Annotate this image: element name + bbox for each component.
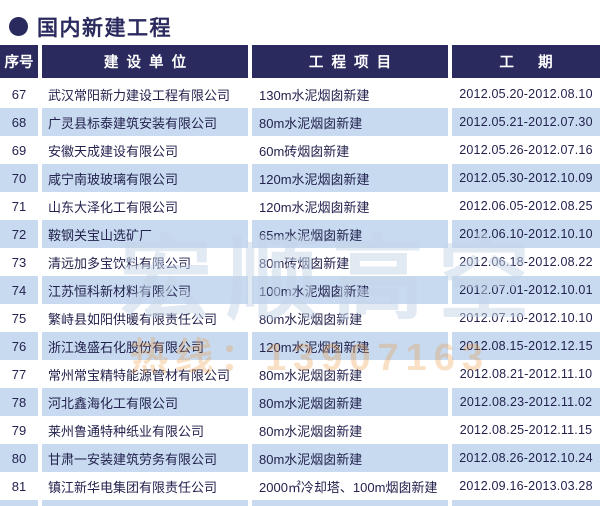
cell-project: 2000㎡冷却塔、100m烟囱新建 — [252, 472, 448, 500]
cell-period — [452, 500, 600, 506]
cell-period: 2012.08.25-2012.11.15 — [452, 416, 600, 444]
cell-project: 80m水泥烟囱新建 — [252, 444, 448, 472]
cell-project: 120m水泥烟囱新建 — [252, 332, 448, 360]
cell-company: 山东大泽化工有限公司 — [42, 192, 248, 220]
cell-company: 安徽天成建设有限公司 — [42, 136, 248, 164]
cell-no: 68 — [0, 108, 38, 136]
cell-company: 咸宁南玻玻璃有限公司 — [42, 164, 248, 192]
cell-company: 鞍钢关宝山选矿厂 — [42, 220, 248, 248]
header-cell-period: 工 期 — [452, 45, 600, 78]
cell-no: 67 — [0, 80, 38, 108]
header-cell-no: 序号 — [0, 45, 38, 78]
cell-period: 2012.08.15-2012.12.15 — [452, 332, 600, 360]
table-row: 80 甘肃一安装建筑劳务有限公司 80m水泥烟囱新建 2012.08.26-2012.… — [0, 444, 600, 472]
cell-no: 75 — [0, 304, 38, 332]
cell-project: 130m水泥烟囱新建 — [252, 80, 448, 108]
cell-no: 74 — [0, 276, 38, 304]
cell-period: 2012.07.01-2012.10.01 — [452, 276, 600, 304]
cell-no: 77 — [0, 360, 38, 388]
cell-no — [0, 500, 38, 506]
table-row: 70 咸宁南玻玻璃有限公司 120m水泥烟囱新建 2012.05.30-2012.10… — [0, 164, 600, 192]
cell-no: 79 — [0, 416, 38, 444]
cell-company: 常州常宝精特能源管材有限公司 — [42, 360, 248, 388]
table-row: 79 莱州鲁通特种纸业有限公司 80m水泥烟囱新建 2012.08.25-2012.1… — [0, 416, 600, 444]
cell-company: 武汉常阳新力建设工程有限公司 — [42, 80, 248, 108]
cell-company: 江苏恒科新材料有限公司 — [42, 276, 248, 304]
cell-period: 2012.08.26-2012.10.24 — [452, 444, 600, 472]
cell-period: 2012.08.21-2012.11.10 — [452, 360, 600, 388]
table-row-partial — [0, 500, 600, 506]
header-cell-company: 建 设 单 位 — [42, 45, 248, 78]
table-row: 73 清远加多宝饮料有限公司 80m砖烟囱新建 2012.06.18-2012.08.… — [0, 248, 600, 276]
table-row: 72 鞍钢关宝山选矿厂 65m水泥烟囱新建 2012.06.10-2012.10.10 — [0, 220, 600, 248]
cell-project: 80m水泥烟囱新建 — [252, 416, 448, 444]
table-row: 68 广灵县标泰建筑安装有限公司 80m水泥烟囱新建 2012.05.21-2012.… — [0, 108, 600, 136]
cell-period: 2012.06.05-2012.08.25 — [452, 192, 600, 220]
table-row: 78 河北鑫海化工有限公司 80m水泥烟囱新建 2012.08.23-2012.11.… — [0, 388, 600, 416]
table-row: 81 镇江新华电集团有限责任公司 2000㎡冷却塔、100m烟囱新建 2012.09.… — [0, 472, 600, 500]
table-row: 74 江苏恒科新材料有限公司 100m水泥烟囱新建 2012.07.01-2012.1… — [0, 276, 600, 304]
cell-no: 70 — [0, 164, 38, 192]
cell-period: 2012.05.30-2012.10.09 — [452, 164, 600, 192]
cell-period: 2012.07.10-2012.10.10 — [452, 304, 600, 332]
cell-period: 2012.06.18-2012.08.22 — [452, 248, 600, 276]
header-cell-project: 工 程 项 目 — [252, 45, 448, 78]
cell-no: 80 — [0, 444, 38, 472]
cell-company — [42, 500, 248, 506]
cell-project: 80m砖烟囱新建 — [252, 248, 448, 276]
cell-project: 120m水泥烟囱新建 — [252, 164, 448, 192]
cell-company: 甘肃一安装建筑劳务有限公司 — [42, 444, 248, 472]
cell-company: 河北鑫海化工有限公司 — [42, 388, 248, 416]
cell-project: 60m砖烟囱新建 — [252, 136, 448, 164]
cell-period: 2012.05.21-2012.07.30 — [452, 108, 600, 136]
cell-period: 2012.06.10-2012.10.10 — [452, 220, 600, 248]
table-row: 67 武汉常阳新力建设工程有限公司 130m水泥烟囱新建 2012.05.20-201… — [0, 80, 600, 108]
cell-company: 镇江新华电集团有限责任公司 — [42, 472, 248, 500]
cell-project: 65m水泥烟囱新建 — [252, 220, 448, 248]
cell-no: 76 — [0, 332, 38, 360]
cell-period: 2012.05.20-2012.08.10 — [452, 80, 600, 108]
cell-project: 80m水泥烟囱新建 — [252, 304, 448, 332]
cell-no: 81 — [0, 472, 38, 500]
table-header-row: 序号 建 设 单 位 工 程 项 目 工 期 — [0, 45, 600, 78]
table-row: 76 浙江逸盛石化股份有限公司 120m水泥烟囱新建 2012.08.15-2012.… — [0, 332, 600, 360]
cell-period: 2012.08.23-2012.11.02 — [452, 388, 600, 416]
cell-no: 71 — [0, 192, 38, 220]
cell-no: 73 — [0, 248, 38, 276]
cell-no: 72 — [0, 220, 38, 248]
table-row: 71 山东大泽化工有限公司 120m水泥烟囱新建 2012.06.05-2012.08… — [0, 192, 600, 220]
page-title: 国内新建工程 — [37, 16, 172, 40]
cell-no: 69 — [0, 136, 38, 164]
cell-project: 120m水泥烟囱新建 — [252, 192, 448, 220]
table-row: 69 安徽天成建设有限公司 60m砖烟囱新建 2012.05.26-2012.07.1… — [0, 136, 600, 164]
cell-period: 2012.05.26-2012.07.16 — [452, 136, 600, 164]
cell-company: 繁峙县如阳供暖有限责任公司 — [42, 304, 248, 332]
cell-project: 80m水泥烟囱新建 — [252, 108, 448, 136]
cell-project: 80m水泥烟囱新建 — [252, 360, 448, 388]
cell-no: 78 — [0, 388, 38, 416]
cell-project — [252, 500, 448, 506]
table-row: 75 繁峙县如阳供暖有限责任公司 80m水泥烟囱新建 2012.07.10-2012.… — [0, 304, 600, 332]
cell-company: 广灵县标泰建筑安装有限公司 — [42, 108, 248, 136]
cell-company: 浙江逸盛石化股份有限公司 — [42, 332, 248, 360]
cell-project: 80m水泥烟囱新建 — [252, 388, 448, 416]
cell-company: 莱州鲁通特种纸业有限公司 — [42, 416, 248, 444]
table-rows: 67 武汉常阳新力建设工程有限公司 130m水泥烟囱新建 2012.05.20-201… — [0, 80, 600, 506]
table-row: 77 常州常宝精特能源管材有限公司 80m水泥烟囱新建 2012.08.21-2012… — [0, 360, 600, 388]
cell-project: 100m水泥烟囱新建 — [252, 276, 448, 304]
cell-period: 2012.09.16-2013.03.28 — [452, 472, 600, 500]
bullet-icon — [9, 17, 28, 36]
projects-table: 序号 建 设 单 位 工 程 项 目 工 期 67 武汉常阳新力建设工程有限公司 1… — [0, 45, 600, 506]
section-title-bar: 国内新建工程 — [0, 0, 600, 42]
cell-company: 清远加多宝饮料有限公司 — [42, 248, 248, 276]
